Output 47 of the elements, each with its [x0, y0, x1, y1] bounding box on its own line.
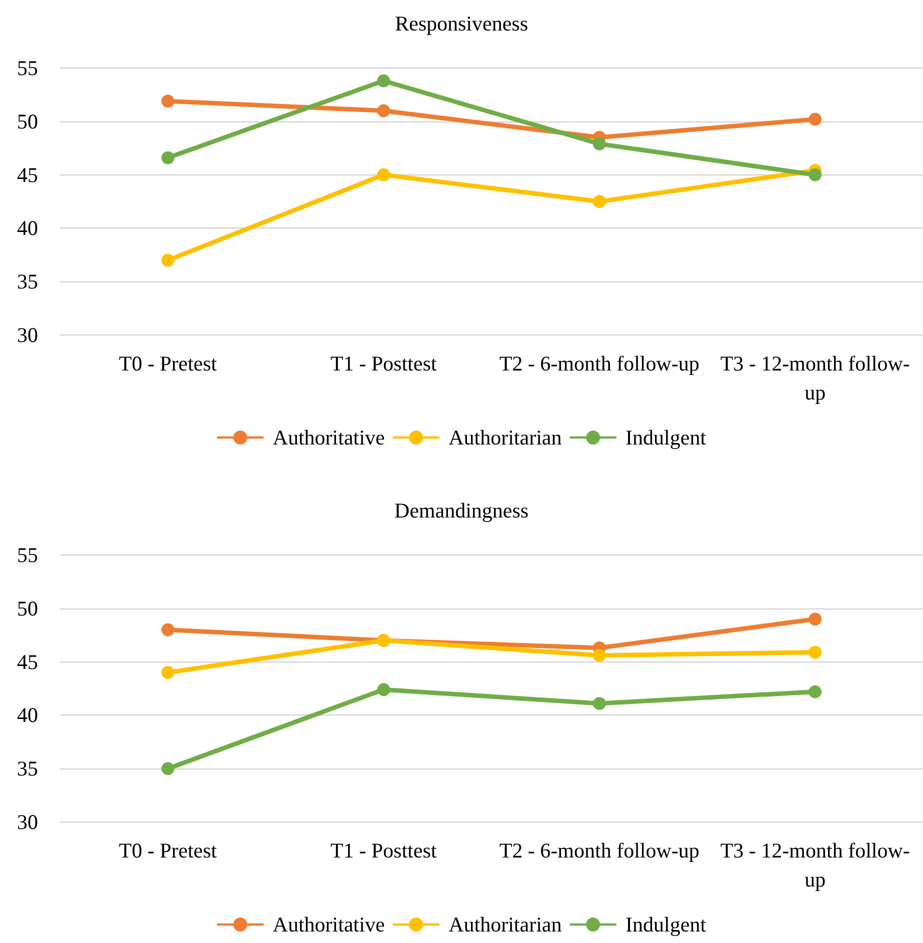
- point: [592, 195, 606, 208]
- y-tick-label: 55: [17, 56, 38, 80]
- y-tick-label: 30: [17, 810, 38, 834]
- legend-label: Authoritative: [272, 912, 385, 936]
- y-tick-label: 40: [17, 216, 38, 240]
- legend-label: Authoritative: [272, 426, 385, 450]
- x-tick-label: T0 - Pretest: [118, 838, 218, 862]
- y-tick-label: 50: [17, 596, 38, 620]
- x-tick-label: T3 - 12-month follow-up: [720, 838, 910, 892]
- point: [377, 168, 390, 182]
- point: [808, 612, 822, 626]
- y-tick-label: 50: [17, 109, 38, 134]
- point: [161, 254, 174, 267]
- y-tick-label: 35: [17, 756, 38, 781]
- legend-label: Indulgent: [626, 426, 706, 450]
- y-tick-label: 40: [17, 703, 38, 728]
- point: [161, 151, 174, 164]
- point: [592, 648, 606, 662]
- point: [377, 683, 390, 696]
- y-tick-label: 55: [17, 543, 38, 567]
- point: [808, 685, 822, 698]
- x-tick-label: T1 - Posttest: [330, 352, 437, 376]
- point: [808, 646, 822, 659]
- x-tick-label: T2 - 6-month follow-up: [499, 352, 700, 376]
- legend-label: Authoritarian: [448, 912, 562, 936]
- legend-label: Authoritarian: [448, 426, 562, 450]
- point: [808, 168, 822, 182]
- legend-label: Indulgent: [626, 912, 706, 936]
- point: [592, 137, 606, 150]
- x-tick-label: T0 - Pretest: [118, 352, 218, 376]
- point: [161, 762, 174, 776]
- x-tick-label: T2 - 6-month follow-up: [499, 838, 700, 862]
- y-tick-label: 45: [17, 650, 38, 674]
- y-tick-label: 30: [17, 323, 38, 347]
- point: [592, 696, 606, 710]
- y-tick-label: 45: [17, 162, 38, 187]
- x-tick-label: T1 - Posttest: [330, 838, 437, 862]
- y-tick-label: 35: [17, 270, 38, 294]
- chart-title: Responsiveness: [395, 12, 528, 36]
- point: [161, 623, 174, 636]
- x-tick-label: T3 - 12-month follow-up: [720, 352, 910, 404]
- point: [377, 74, 390, 88]
- chart-title: Demandingness: [394, 498, 529, 522]
- point: [377, 104, 390, 118]
- point: [161, 94, 174, 108]
- point: [161, 666, 174, 679]
- point: [808, 112, 822, 126]
